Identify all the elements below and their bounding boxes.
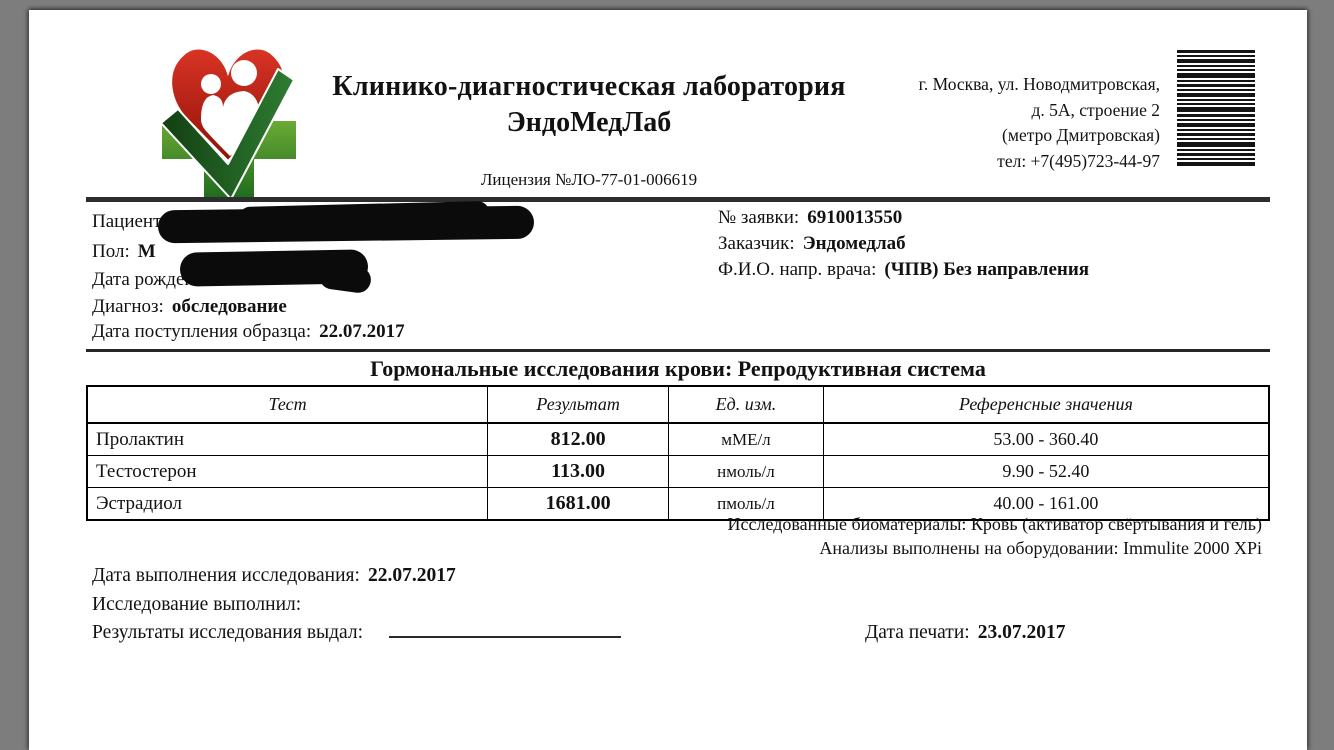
issued-by-label: Результаты исследования выдал:: [92, 622, 364, 643]
request-value: 6910013550: [807, 207, 903, 228]
barcode: [1173, 50, 1259, 168]
test-result: 113.00: [487, 455, 670, 488]
sample-date-line: Дата поступления образца: 22.07.2017: [92, 321, 405, 343]
test-result: 1681.00: [487, 487, 670, 521]
test-reference: 40.00 - 161.00: [822, 487, 1270, 521]
customer-line: Заказчик: Эндомедлаб: [718, 233, 906, 255]
license-text: Лицензия №ЛО-77-01-006619: [480, 170, 698, 189]
patient-name-line: Пациент:: [92, 211, 167, 233]
customer-label: Заказчик:: [718, 233, 795, 254]
column-header-unit: Ед. изм.: [668, 385, 824, 424]
diagnosis-value: обследование: [171, 296, 287, 317]
print-date-value: 23.07.2017: [977, 622, 1066, 643]
address-line: тел: +7(495)723-44-97: [997, 150, 1160, 171]
patient-label: Пациент:: [92, 211, 167, 232]
customer-value: Эндомедлаб: [802, 233, 906, 254]
result-row: Пролактин 812.00 мМЕ/л 53.00 - 360.40: [86, 422, 1270, 456]
referring-doctor-line: Ф.И.О. напр. врача: (ЧПВ) Без направления: [718, 259, 1089, 281]
address-block: г. Москва, ул. Новодмитровская, д. 5А, с…: [740, 72, 1160, 174]
performed-by-line: Исследование выполнил:: [92, 594, 301, 616]
lab-logo: [157, 43, 299, 203]
address-line: д. 5А, строение 2: [1031, 99, 1160, 120]
sample-date-label: Дата поступления образца:: [92, 321, 312, 342]
signature-line: [389, 635, 622, 638]
doctor-label: Ф.И.О. напр. врача:: [718, 259, 877, 280]
test-reference: 9.90 - 52.40: [822, 455, 1270, 488]
diagnosis-line: Диагноз: обследование: [92, 296, 287, 318]
test-reference: 53.00 - 360.40: [822, 422, 1270, 456]
diagnosis-label: Диагноз:: [92, 296, 164, 317]
patient-sex-line: Пол: М: [92, 241, 156, 263]
equipment-note: Анализы выполнены на оборудовании: Immul…: [819, 538, 1262, 558]
address-line: (метро Дмитровская): [1002, 125, 1160, 145]
test-name: Эстрадиол: [86, 487, 489, 521]
header-divider: [86, 197, 1270, 202]
section-divider: [86, 349, 1270, 352]
print-date-label: Дата печати:: [865, 622, 970, 643]
birth-label: Дата рождени: [92, 269, 205, 290]
test-unit: мМЕ/л: [668, 422, 824, 456]
result-row: Тестостерон 113.00 нмоль/л 9.90 - 52.40: [86, 455, 1270, 488]
doctor-value: (ЧПВ) Без направления: [884, 259, 1090, 280]
performed-date-line: Дата выполнения исследования: 22.07.2017: [92, 565, 456, 587]
performed-date-value: 22.07.2017: [367, 565, 456, 586]
lab-title: Клинико-диагностическая лаборатория: [332, 71, 846, 102]
lab-subtitle: ЭндоМедЛаб: [506, 107, 672, 138]
issued-by-line: Результаты исследования выдал:: [92, 622, 622, 644]
column-header-reference: Референсные значения: [822, 385, 1270, 424]
results-section-title: Гормональные исследования крови: Репроду…: [370, 356, 986, 381]
figure-adult-head: [231, 60, 257, 86]
result-row: Эстрадиол 1681.00 пмоль/л 40.00 - 161.00: [86, 487, 1270, 521]
column-header-test: Тест: [86, 385, 489, 424]
performed-by-label: Исследование выполнил:: [92, 594, 302, 615]
request-number-line: № заявки: 6910013550: [718, 207, 902, 229]
biomaterials-note: Исследованные биоматериалы: Кровь (актив…: [727, 514, 1263, 534]
test-name: Пролактин: [86, 422, 489, 456]
test-unit: нмоль/л: [668, 455, 824, 488]
sex-label: Пол:: [92, 241, 130, 262]
lab-logo-graphic: [160, 47, 298, 201]
results-table: Тест Результат Ед. изм. Референсные знач…: [86, 385, 1270, 521]
figure-child-head: [201, 74, 221, 94]
column-header-result: Результат: [487, 385, 670, 424]
lab-report-page: Клинико-диагностическая лаборатория Эндо…: [29, 10, 1307, 750]
sex-value: М: [137, 241, 156, 262]
test-result: 812.00: [487, 422, 670, 456]
test-unit: пмоль/л: [668, 487, 824, 521]
test-name: Тестостерон: [86, 455, 489, 488]
results-header-row: Тест Результат Ед. изм. Референсные знач…: [86, 385, 1270, 424]
sample-date-value: 22.07.2017: [319, 321, 405, 342]
performed-date-label: Дата выполнения исследования:: [92, 565, 360, 586]
request-label: № заявки:: [718, 207, 800, 228]
address-line: г. Москва, ул. Новодмитровская,: [918, 74, 1160, 94]
print-date-line: Дата печати: 23.07.2017: [865, 622, 1065, 644]
